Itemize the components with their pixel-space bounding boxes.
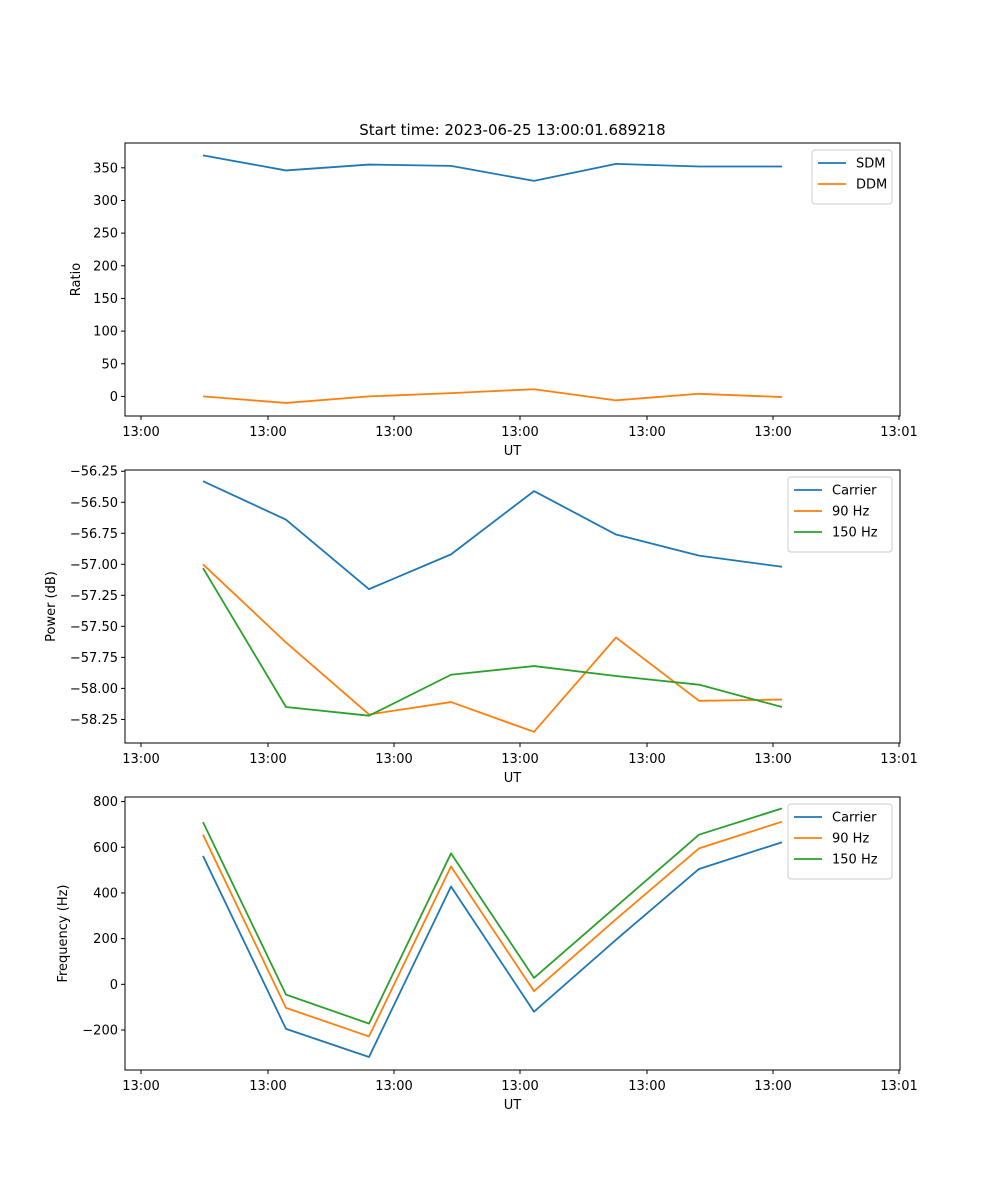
y-tick-label: −57.25 [70, 589, 118, 604]
legend-label: DDM [856, 178, 887, 193]
series-line-150-hz [202, 807, 783, 1025]
y-tick-label: −58.25 [70, 713, 118, 728]
legend-label: SDM [856, 157, 885, 172]
x-tick-label: 13:00 [375, 425, 412, 440]
x-axis-label: UT [504, 1098, 522, 1113]
subplot-3: 13:00 13:00 13:00 13:00 13:00 13:00 13:01 −200 0… [56, 795, 918, 1113]
x-tick-label: 13:00 [754, 425, 791, 440]
axes-frame [124, 796, 901, 1071]
legend-label: 150 Hz [832, 526, 878, 541]
x-tick-label: 13:01 [880, 752, 917, 767]
x-tick-label: 13:01 [880, 425, 917, 440]
x-axis-label: UT [504, 771, 522, 786]
legend-label: Carrier [832, 484, 877, 499]
y-tick-label: 350 [93, 161, 118, 176]
series-line-ddm [202, 388, 783, 404]
legend: Carrier 90 Hz 150 Hz [787, 803, 893, 880]
y-tick-label: 300 [93, 194, 118, 209]
y-tick-label: −56.75 [70, 527, 118, 542]
x-tick-label: 13:00 [122, 1079, 159, 1094]
y-axis-label: Power (dB) [44, 571, 59, 642]
axes-frame [124, 469, 901, 744]
y-tick-label: 200 [93, 932, 118, 947]
x-tick-label: 13:00 [375, 1079, 412, 1094]
axes-frame [124, 142, 901, 417]
y-axis-label: Frequency (Hz) [56, 884, 71, 982]
y-tick-label: −57.50 [70, 620, 118, 635]
x-tick-label: 13:00 [628, 752, 665, 767]
legend-label: 90 Hz [832, 832, 869, 847]
subplot-1: 13:00 13:00 13:00 13:00 13:00 13:00 13:01 0 50 10… [69, 142, 918, 459]
subplots: 13:00 13:00 13:00 13:00 13:00 13:00 13:01 0 50 10… [44, 142, 918, 1113]
series-line-90-hz [202, 563, 783, 733]
series-line-sdm [202, 154, 782, 182]
x-tick-label: 13:00 [249, 1079, 286, 1094]
y-tick-label: −58.00 [70, 682, 118, 697]
legend-box [787, 476, 893, 553]
chart-title: Start time: 2023-06-25 13:00:01.689218 [359, 121, 665, 139]
series-line-90-hz [202, 820, 783, 1038]
x-axis-label: UT [504, 444, 522, 459]
x-tick-label: 13:01 [880, 1079, 917, 1094]
x-tick-label: 13:00 [375, 752, 412, 767]
y-tick-label: −56.50 [70, 496, 118, 511]
y-tick-label: 250 [93, 227, 118, 242]
legend-box [787, 803, 893, 880]
y-tick-label: 0 [110, 390, 118, 405]
y-tick-label: 50 [101, 357, 118, 372]
y-tick-label: 600 [93, 841, 118, 856]
y-tick-label: −57.75 [70, 651, 118, 666]
y-tick-label: 200 [93, 259, 118, 274]
legend-label: Carrier [832, 811, 877, 826]
x-tick-label: 13:00 [754, 752, 791, 767]
x-tick-label: 13:00 [122, 752, 159, 767]
x-tick-label: 13:00 [754, 1079, 791, 1094]
y-tick-label: 100 [93, 325, 118, 340]
x-tick-label: 13:00 [122, 425, 159, 440]
y-tick-label: 150 [93, 292, 118, 307]
x-tick-label: 13:00 [501, 1079, 538, 1094]
series-line-150-hz [202, 567, 783, 717]
y-tick-label: −57.00 [70, 558, 118, 573]
x-tick-label: 13:00 [249, 425, 286, 440]
subplot-2: 13:00 13:00 13:00 13:00 13:00 13:00 13:01 −56.2… [44, 465, 918, 786]
x-tick-label: 13:00 [249, 752, 286, 767]
y-tick-label: 0 [110, 978, 118, 993]
series-line-carrier [202, 480, 783, 591]
y-tick-label: −56.25 [70, 465, 118, 480]
series-line-carrier [202, 841, 783, 1058]
legend-label: 150 Hz [832, 853, 878, 868]
x-tick-label: 13:00 [628, 425, 665, 440]
y-axis-label: Ratio [69, 263, 84, 296]
legend: Carrier 90 Hz 150 Hz [787, 476, 893, 553]
y-tick-label: 800 [93, 795, 118, 810]
x-tick-label: 13:00 [628, 1079, 665, 1094]
y-tick-label: −200 [82, 1024, 118, 1039]
legend: SDM DDM [811, 149, 893, 205]
x-tick-label: 13:00 [501, 752, 538, 767]
legend-label: 90 Hz [832, 505, 869, 520]
y-tick-label: 400 [93, 886, 118, 901]
x-tick-label: 13:00 [501, 425, 538, 440]
